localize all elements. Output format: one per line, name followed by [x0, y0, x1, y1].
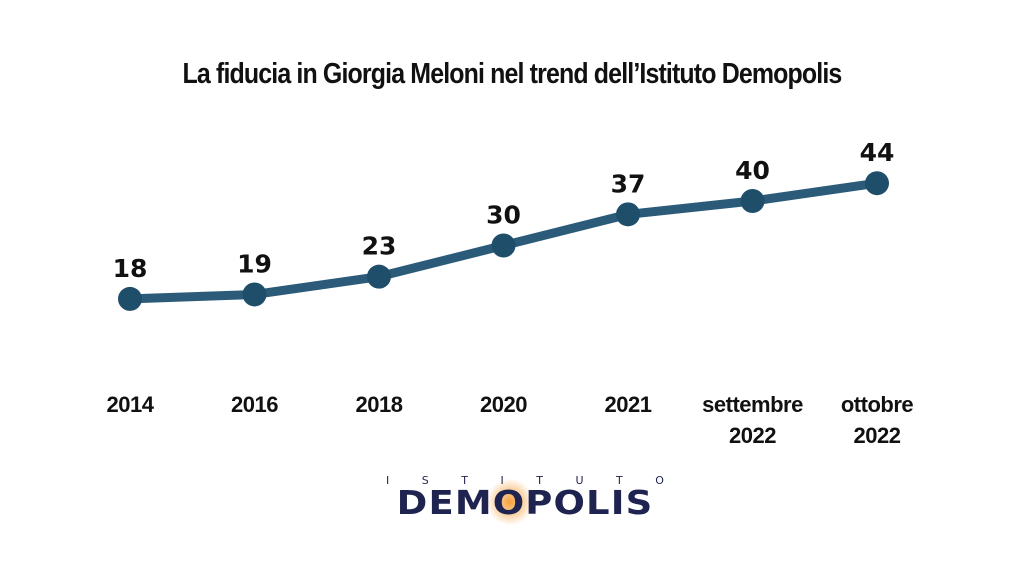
- logo-letter: T: [616, 474, 623, 487]
- data-point: [865, 171, 889, 196]
- x-tick-label: 2018: [356, 392, 403, 417]
- data-point: [118, 286, 142, 311]
- x-tick-label: 2014: [107, 392, 155, 417]
- data-label: 40: [735, 156, 770, 185]
- x-tick-label: 2016: [231, 392, 278, 417]
- data-label: 44: [860, 138, 895, 167]
- logo-letter: O: [655, 474, 664, 487]
- data-point: [616, 202, 640, 227]
- logo-letter: S: [421, 474, 429, 487]
- data-label: 37: [611, 169, 646, 198]
- logo-letter: I: [500, 474, 504, 487]
- x-tick-label: ottobre 2022: [841, 392, 914, 448]
- data-point: [740, 189, 765, 213]
- logo-glow-icon: [488, 478, 532, 526]
- x-tick-label: 2021: [605, 392, 652, 417]
- data-label: 30: [486, 201, 521, 230]
- logo-letter: T: [461, 474, 468, 487]
- data-label: 23: [362, 232, 397, 261]
- logo-letter: T: [536, 474, 543, 487]
- demopolis-logo: I S T I T U T O DEMOPOLIS: [380, 474, 670, 526]
- x-tick-label: settembre 2022: [702, 392, 803, 448]
- data-point: [242, 282, 267, 307]
- chart-title: La fiducia in Giorgia Meloni nel trend d…: [182, 58, 843, 90]
- data-point: [491, 233, 516, 258]
- x-tick-label: 2020: [480, 392, 527, 417]
- data-point: [367, 264, 391, 289]
- logo-demopolis-text: DEMOPOLIS: [396, 483, 654, 522]
- logo-letter: I: [386, 474, 390, 487]
- data-label: 18: [113, 254, 148, 283]
- logo-letter: U: [575, 474, 584, 487]
- data-label: 19: [237, 249, 272, 278]
